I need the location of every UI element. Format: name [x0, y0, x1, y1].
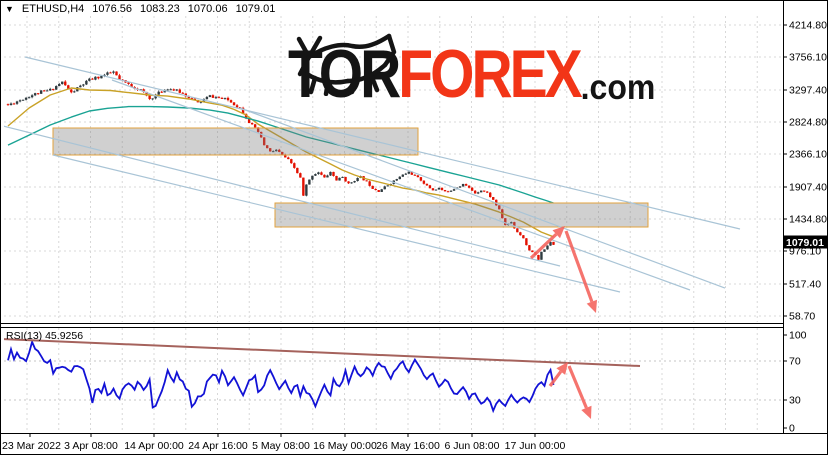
trendline-4[interactable] — [111, 79, 691, 291]
logo-text-com: .com — [580, 67, 656, 107]
price-axis-label: 3756.10 — [789, 52, 827, 64]
forecast-arrow-rsi-up[interactable] — [548, 362, 568, 387]
rsi-axis-label: 0 — [789, 423, 795, 435]
price-axis-label: 1434.80 — [789, 214, 827, 226]
ohlc-close: 1079.01 — [235, 3, 276, 15]
time-axis-label: 14 Apr 00:00 — [124, 440, 184, 452]
ma-fast-line — [7, 87, 554, 238]
symbol-dropdown-icon[interactable]: ▼ — [5, 4, 14, 14]
rsi-axis-label: 30 — [789, 395, 801, 407]
forecast-arrow-price-down[interactable] — [564, 230, 597, 313]
rsi-indicator-label: RSI(13) 45.9256 — [6, 330, 84, 342]
ma-slow-line — [7, 105, 554, 204]
price-axis-label: 4214.80 — [789, 20, 827, 32]
price-panel[interactable] — [3, 56, 741, 293]
current-price-tag-label: 1079.01 — [786, 237, 824, 249]
rsi-axis-label: 100 — [789, 330, 807, 342]
torforex-watermark: TORFOREX.com — [288, 33, 758, 122]
ohlc-open: 1076.56 — [92, 3, 133, 15]
price-axis-label: 2366.10 — [789, 149, 827, 161]
price-axis-label: 517.40 — [789, 279, 821, 291]
trendline-2[interactable] — [3, 125, 561, 267]
price-axis-label: 976.10 — [789, 246, 821, 258]
time-axis-label: 17 Jun 00:00 — [505, 440, 566, 452]
time-axis — [29, 433, 536, 437]
forecast-arrow-price-up[interactable] — [529, 226, 565, 260]
price-axis-label: 3297.40 — [789, 85, 827, 97]
chart-title-bar: ▼ ETHUSD,H4 1076.56 1083.23 1070.06 1079… — [5, 3, 275, 15]
time-axis-label: 5 May 08:00 — [252, 440, 310, 452]
ohlc-low: 1070.06 — [187, 3, 228, 15]
forecast-arrow-rsi-down[interactable] — [567, 365, 592, 419]
logo-text-forex: FOREX — [398, 36, 582, 113]
ohlc-high: 1083.23 — [140, 3, 180, 15]
trendline-1[interactable] — [24, 56, 741, 230]
time-axis-label: 3 Apr 08:00 — [64, 440, 118, 452]
rsi-panel[interactable] — [2, 338, 641, 414]
current-price-tag — [784, 235, 828, 249]
trendline-3[interactable] — [52, 154, 621, 293]
rsi-line — [7, 339, 555, 414]
rsi-trendline[interactable] — [2, 338, 641, 367]
price-axis-label: 2824.80 — [789, 117, 827, 129]
time-axis-label: 24 Apr 16:00 — [188, 440, 248, 452]
time-axis-label: 6 Jun 08:00 — [445, 440, 500, 452]
time-axis-label: 26 May 16:00 — [376, 440, 440, 452]
resistance-zone-1[interactable] — [52, 127, 419, 156]
bull-icon — [296, 33, 397, 96]
symbol-timeframe-label: ETHUSD,H4 — [21, 3, 85, 15]
price-axis — [783, 24, 828, 317]
price-axis-label: 1907.40 — [789, 182, 827, 194]
time-axis-label: 16 May 00:00 — [313, 440, 377, 452]
trendline-5[interactable] — [239, 107, 726, 289]
time-axis-label: 23 Mar 2022 — [2, 440, 61, 452]
rsi-axis-label: 70 — [789, 356, 801, 368]
price-axis-label: 58.70 — [789, 311, 815, 323]
rsi-axis — [783, 334, 787, 429]
